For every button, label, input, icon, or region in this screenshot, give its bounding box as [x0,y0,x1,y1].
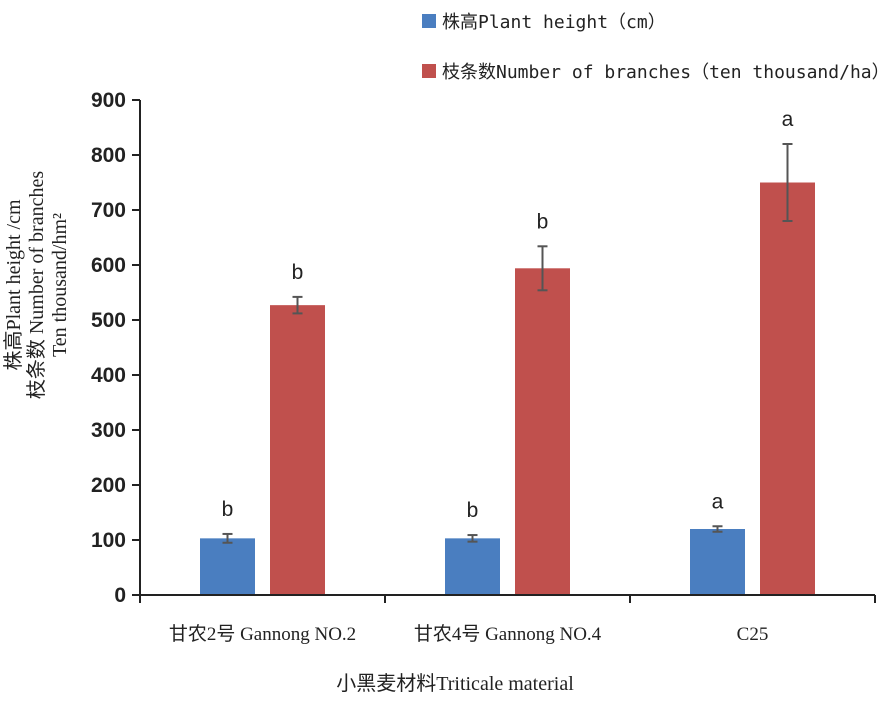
x-axis-label: 小黑麦材料Triticale material [336,672,574,695]
y-tick-label: 300 [91,419,126,442]
x-tick-label: 甘农4号 Gannong NO.4 [414,623,602,645]
y-axis-label-line: 株高Plant height /cm [2,199,25,371]
significance-label: a [782,108,794,131]
y-tick-label: 100 [91,529,126,552]
bars: b b a b b a [200,108,815,595]
legend: 株高Plant height（cm） 枝条数Number of branches（… [422,12,886,83]
y-tick-label: 500 [91,309,126,332]
y-tick-label: 900 [91,89,126,112]
legend-swatch [422,64,436,78]
y-tick-label: 400 [91,364,126,387]
legend-label: 枝条数Number of branches（ten thousand/ha） [442,62,886,83]
bar [270,305,325,595]
significance-label: b [222,498,234,521]
significance-label: b [537,210,549,233]
significance-label: a [712,490,724,513]
bar [690,529,745,595]
significance-label: b [467,499,479,522]
y-axis-label-line: 枝条数 Number of branches [25,171,48,399]
legend-label: 株高Plant height（cm） [442,12,666,33]
y-tick-label: 200 [91,474,126,497]
y-tick-label: 800 [91,144,126,167]
y-axis-label: 株高Plant height /cm 枝条数 Number of branches… [2,171,71,399]
y-tick-label: 600 [91,254,126,277]
bar [515,268,570,595]
x-tick-label: 甘农2号 Gannong NO.2 [169,623,356,645]
y-tick-label: 700 [91,199,126,222]
y-axis-label-line: Ten thousand/hm² [49,213,71,357]
bar [200,538,255,595]
x-tick-label: C25 [737,624,769,645]
significance-label: b [292,261,304,284]
bar [445,538,500,595]
y-axis: 0 100 200 300 400 500 600 700 800 900 [91,89,141,607]
y-tick-label: 0 [114,584,126,607]
bar [760,182,815,595]
legend-swatch [422,14,436,28]
x-axis: 甘农2号 Gannong NO.2 甘农4号 Gannong NO.4 C25 [139,594,876,645]
